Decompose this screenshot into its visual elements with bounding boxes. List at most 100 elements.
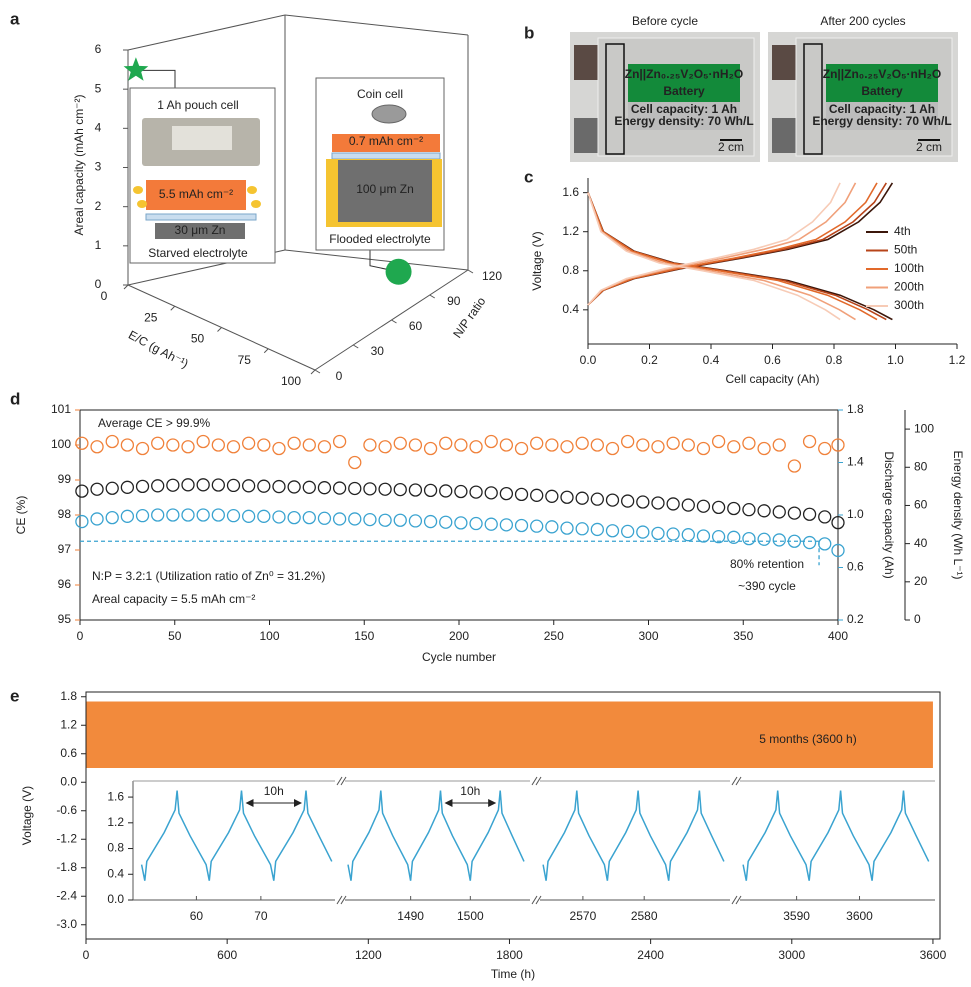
- data-point: [317, 440, 332, 454]
- line-series: [587, 182, 841, 321]
- x-tick-label: 50: [191, 332, 205, 346]
- y-tick-label: 1.4: [847, 455, 864, 469]
- data-point: [408, 438, 423, 452]
- data-point: [120, 480, 135, 494]
- y-tick-label: -1.2: [56, 831, 77, 845]
- battery-label-title: Zn||Zn₀.₂₅V₂O₅·nH₂O: [823, 67, 941, 81]
- cathode: [146, 180, 246, 210]
- pouch-tab: [574, 118, 600, 153]
- x-tick-label: 1800: [496, 948, 523, 962]
- x-tick-label: 60: [190, 909, 204, 923]
- x-tick-label: 400: [828, 629, 848, 643]
- data-point: [696, 499, 711, 513]
- y-tick: [314, 369, 321, 374]
- data-point: [575, 522, 589, 536]
- z-tick-label: 2: [95, 199, 102, 213]
- x-tick-label: 50: [168, 629, 182, 643]
- data-point: [514, 441, 529, 456]
- x-tick: [263, 348, 269, 354]
- data-point: [742, 436, 756, 450]
- data-point: [363, 512, 377, 527]
- data-point: [378, 513, 392, 527]
- point-star: [123, 57, 149, 81]
- axis-break: [735, 895, 742, 905]
- data-point: [757, 504, 771, 518]
- axis-break: [340, 776, 347, 786]
- x-tick-label: 1490: [397, 909, 424, 923]
- x-tick-label: 1.0: [887, 353, 904, 367]
- axis-break: [336, 895, 343, 905]
- data-point: [530, 488, 544, 502]
- data-point: [681, 498, 695, 512]
- data-point: [393, 482, 407, 497]
- data-point: [454, 438, 468, 452]
- panel-label: c: [524, 167, 533, 186]
- data-point: [727, 501, 741, 516]
- data-point: [742, 531, 756, 546]
- data-point: [302, 438, 316, 452]
- data-point: [666, 497, 680, 511]
- y-tick-label: 60: [914, 498, 928, 512]
- x-tick: [123, 284, 129, 290]
- x-tick-label: 75: [238, 353, 252, 367]
- data-point: [711, 500, 726, 515]
- data-point: [787, 506, 802, 520]
- axis-break: [531, 895, 538, 905]
- data-point: [831, 543, 845, 558]
- data-point: [272, 479, 286, 494]
- data-point: [818, 441, 832, 456]
- y-tick-label: 1.8: [60, 689, 77, 703]
- data-point: [484, 517, 498, 531]
- data-point: [514, 518, 529, 533]
- legend-label: 100th: [894, 261, 924, 275]
- battery-info-line: Cell capacity: 1 Ah: [631, 102, 737, 116]
- battery-label: [826, 64, 938, 102]
- anode: [338, 160, 432, 222]
- box-edge: [284, 14, 469, 36]
- y-tick-label: 1.8: [847, 402, 864, 416]
- y-tick: [352, 344, 359, 349]
- cathode-label: 5.5 mAh cm⁻²: [159, 187, 233, 201]
- data-point: [605, 524, 620, 538]
- data-point: [348, 512, 362, 526]
- data-point: [772, 505, 786, 519]
- data-point: [545, 438, 559, 452]
- cathode-label: 0.7 mAh cm⁻²: [349, 134, 423, 148]
- inset-caption: Starved electrolyte: [148, 246, 248, 260]
- data-point: [605, 493, 620, 507]
- x-tick-label: 3600: [920, 948, 947, 962]
- data-point: [166, 508, 180, 522]
- x-tick-label: 25: [144, 310, 158, 324]
- data-point: [378, 440, 392, 454]
- data-point: [135, 509, 150, 523]
- data-point: [211, 508, 225, 522]
- y-tick-label: 120: [482, 269, 502, 283]
- panel-label: e: [10, 686, 19, 705]
- data-point: [772, 438, 786, 452]
- data-point: [545, 520, 559, 534]
- y-tick-label: -1.8: [56, 860, 77, 874]
- x-tick-label: 0: [77, 629, 84, 643]
- y-tick-label: 30: [371, 344, 385, 358]
- y-tick-label: 1.6: [562, 185, 579, 199]
- y-tick-label: 1.0: [847, 507, 864, 521]
- battery-info-line: Energy density: 70 Wh/L: [812, 114, 951, 128]
- data-point: [757, 441, 771, 456]
- battery-label-title: Zn||Zn₀.₂₅V₂O₅·nH₂O: [625, 67, 743, 81]
- x-axis-label: Time (h): [491, 967, 535, 981]
- x-tick-label: 70: [254, 909, 268, 923]
- data-point: [408, 483, 423, 497]
- photo-title: After 200 cycles: [820, 14, 905, 28]
- coin: [371, 104, 407, 124]
- data-point: [818, 537, 832, 551]
- x-tick-label: 100: [281, 374, 301, 388]
- data-point: [302, 510, 316, 525]
- data-point: [287, 436, 301, 450]
- data-point: [802, 507, 817, 521]
- y-tick-label: 90: [447, 294, 461, 308]
- x-tick: [217, 327, 222, 332]
- data-point: [831, 438, 845, 452]
- legend-label: 300th: [894, 298, 924, 312]
- data-point: [332, 481, 347, 495]
- data-point: [120, 509, 135, 523]
